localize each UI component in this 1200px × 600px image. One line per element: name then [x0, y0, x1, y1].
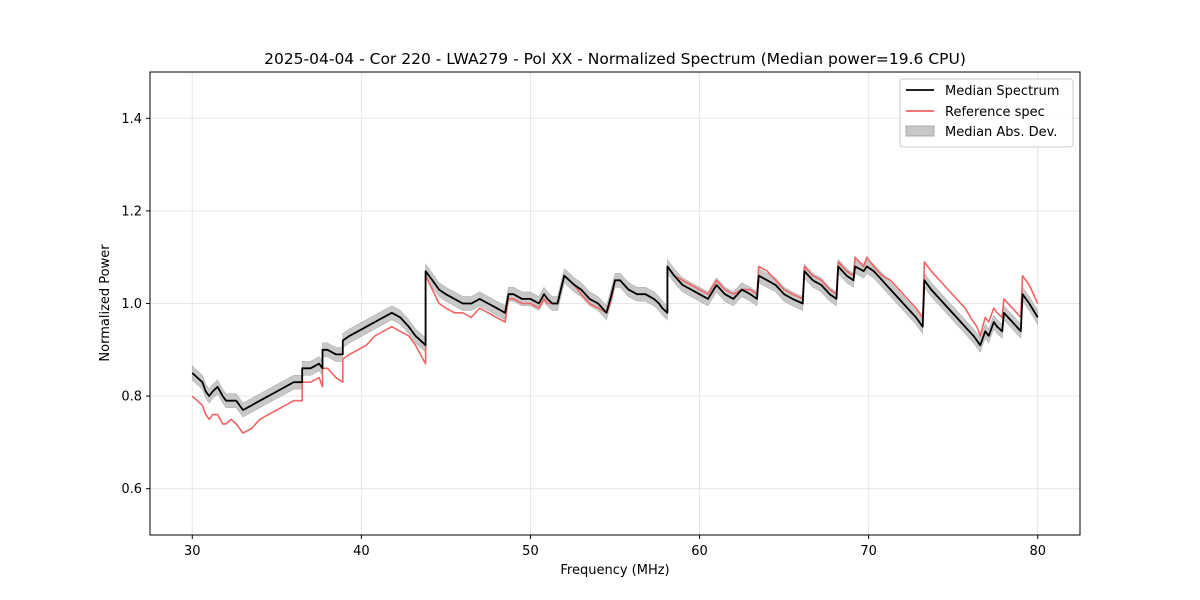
chart-title: 2025-04-04 - Cor 220 - LWA279 - Pol XX -… — [264, 50, 966, 68]
x-tick-label: 30 — [184, 544, 201, 559]
y-tick-label: 0.6 — [121, 482, 142, 497]
y-tick-label: 1.4 — [121, 112, 142, 127]
x-tick-label: 40 — [353, 544, 370, 559]
legend-box — [899, 78, 1074, 148]
x-tick-label: 70 — [860, 544, 877, 559]
mad-band-layer — [192, 258, 1038, 418]
x-tick-label: 80 — [1029, 544, 1046, 559]
y-axis-ticks: 0.6 0.8 1.0 1.2 1.4 — [121, 112, 150, 497]
x-tick-label: 60 — [691, 544, 708, 559]
legend: Median Spectrum Reference spec Median Ab… — [899, 78, 1074, 148]
legend-label-mad: Median Abs. Dev. — [945, 125, 1057, 140]
median-spectrum-line — [191, 265, 1039, 411]
y-tick-label: 1.0 — [121, 297, 142, 312]
y-tick-label: 0.8 — [121, 390, 142, 405]
series-layer — [191, 256, 1039, 434]
legend-swatch-mad — [905, 125, 935, 137]
x-axis-ticks: 30 40 50 60 70 80 — [184, 535, 1046, 559]
y-axis-label: Normalized Power — [98, 244, 113, 362]
x-axis-label: Frequency (MHz) — [560, 563, 669, 578]
legend-label-reference-spec: Reference spec — [945, 105, 1045, 120]
y-tick-label: 1.2 — [121, 204, 142, 219]
x-tick-label: 50 — [522, 544, 539, 559]
mad-band — [192, 258, 1038, 418]
legend-label-median-spectrum: Median Spectrum — [945, 84, 1059, 99]
